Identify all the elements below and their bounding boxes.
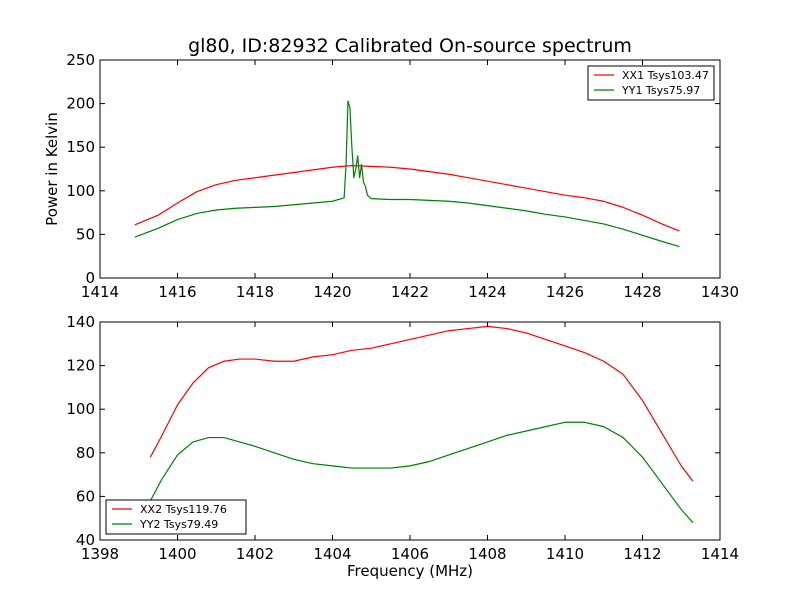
top-panel-ylabel: Power in Kelvin — [43, 112, 61, 226]
legend-box — [105, 499, 247, 535]
y-tick-label: 200 — [66, 95, 95, 113]
series-line-xx1 — [134, 164, 680, 232]
x-tick-label: 1406 — [391, 545, 429, 563]
series-line-yy2 — [149, 421, 694, 523]
x-tick-label: 1416 — [158, 283, 196, 301]
legend-label: YY1 Tsys75.97 — [621, 84, 700, 97]
x-tick-label: 1408 — [468, 545, 506, 563]
x-tick-label: 1420 — [313, 283, 351, 301]
x-tick-label: 1426 — [546, 283, 584, 301]
x-tick-label: 1414 — [701, 545, 739, 563]
series-line-xx2 — [149, 325, 694, 482]
series-group — [134, 100, 680, 248]
x-tick-label: 1422 — [391, 283, 429, 301]
legend: XX1 Tsys103.47 YY1 Tsys75.97 — [587, 65, 715, 101]
bottom-panel-xlabel: Frequency (MHz) — [347, 562, 473, 580]
x-tick-label: 1404 — [313, 545, 351, 563]
x-tick-label: 1410 — [546, 545, 584, 563]
series-line-yy1 — [134, 100, 680, 248]
y-tick-label: 50 — [76, 225, 95, 243]
legend-label: YY2 Tsys79.49 — [139, 518, 218, 531]
bottom-panel: 1398 1400 1402 1404 1406 1408 1410 1412 1414 40 60… — [66, 313, 739, 563]
legend-box — [587, 65, 715, 101]
y-tick-label: 100 — [66, 182, 95, 200]
y-tick-label: 40 — [76, 531, 95, 549]
y-tick-label: 0 — [85, 269, 95, 287]
x-tick-label: 1418 — [236, 283, 274, 301]
x-tick-label: 1402 — [236, 545, 274, 563]
y-tick-label: 150 — [66, 138, 95, 156]
legend: XX2 Tsys119.76 YY2 Tsys79.49 — [105, 499, 247, 535]
y-tick-label: 60 — [76, 487, 95, 505]
legend-label: XX2 Tsys119.76 — [140, 503, 227, 516]
x-tick-label: 1414 — [81, 283, 119, 301]
y-tick-label: 140 — [66, 313, 95, 331]
y-tick-label: 80 — [76, 444, 95, 462]
x-tick-label: 1428 — [623, 283, 661, 301]
y-tick-label: 250 — [66, 51, 95, 69]
y-tick-label: 100 — [66, 400, 95, 418]
x-tick-label: 1424 — [468, 283, 506, 301]
x-tick-label: 1398 — [81, 545, 119, 563]
top-panel: 1414 1416 1418 1420 1422 1424 1426 1428 1430 0 50 1… — [66, 51, 739, 301]
y-tick-label: 120 — [66, 357, 95, 375]
series-group — [149, 325, 694, 523]
chart-title: gl80, ID:82932 Calibrated On-source spec… — [188, 35, 632, 57]
x-tick-label: 1400 — [158, 545, 196, 563]
x-tick-label: 1430 — [701, 283, 739, 301]
x-tick-label: 1412 — [623, 545, 661, 563]
legend-label: XX1 Tsys103.47 — [622, 69, 709, 82]
